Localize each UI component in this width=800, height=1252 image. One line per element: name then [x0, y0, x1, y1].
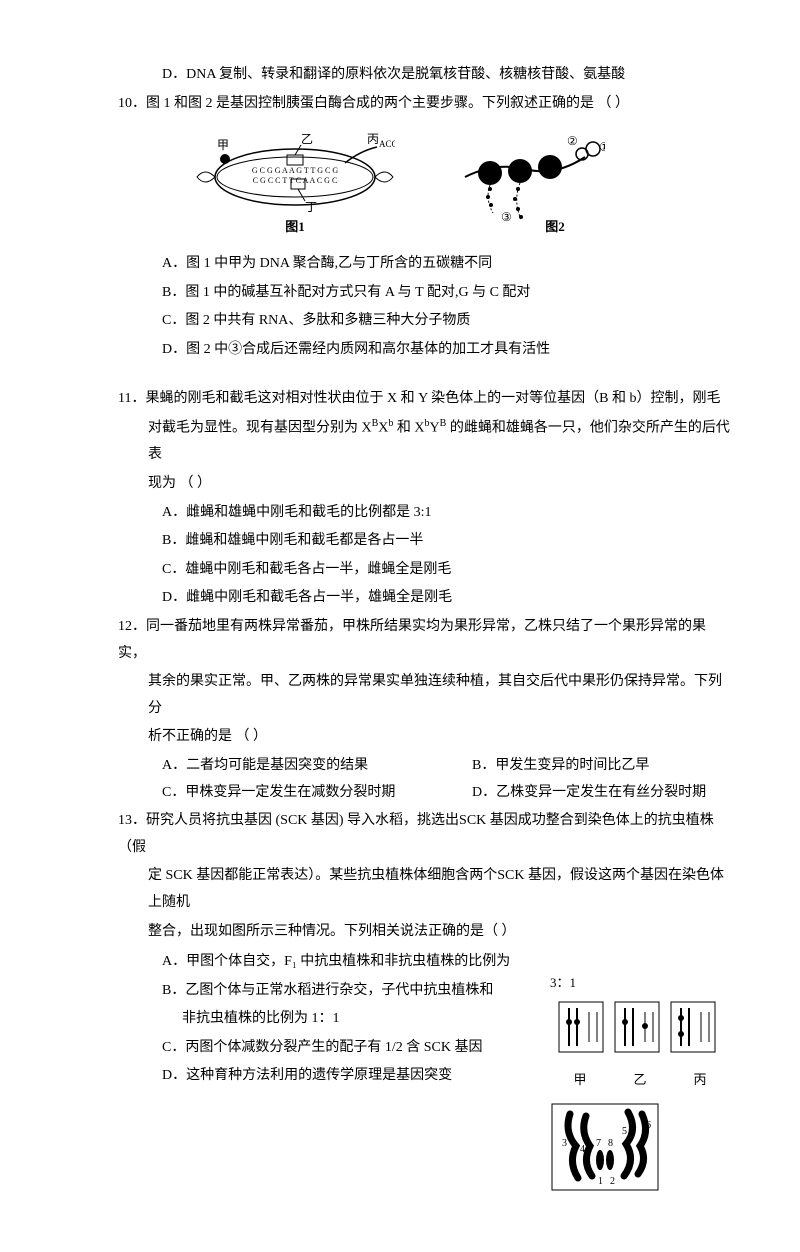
q11-stem-l1: 11．果蝇的刚毛和截毛这对相对性状由位于 X 和 Y 染色体上的一对等位基因（B… — [70, 386, 730, 413]
svg-text:2: 2 — [610, 1176, 615, 1187]
svg-text:②: ② — [567, 134, 578, 148]
figure-1: G C G G A A G T T G C G C G C C T T C A … — [195, 127, 395, 237]
q13-opt-c: C．丙图个体减数分裂产生的配子有 1/2 含 SCK 基因 — [70, 1035, 550, 1062]
q13-opt-d: D．这种育种方法利用的遗传学原理是基因突变 — [70, 1063, 550, 1090]
q11-opt-a: A．雌蝇和雄蝇中刚毛和截毛的比例都是 3:1 — [70, 500, 730, 527]
q11-opt-d: D．雌蝇中刚毛和截毛各占一半，雄蝇全是刚毛 — [70, 585, 730, 612]
svg-text:丁: 丁 — [305, 200, 317, 214]
svg-text:甲: 甲 — [217, 138, 229, 152]
q12-opt-d: D．乙株变异一定发生在有丝分裂时期 — [472, 780, 706, 807]
q12-opt-b: B．甲发生变异的时间比乙早 — [472, 753, 649, 780]
svg-text:4: 4 — [580, 1144, 585, 1155]
q13-figure: 3：1 甲 — [550, 947, 730, 1092]
svg-text:乙: 乙 — [301, 132, 313, 146]
svg-text:图2: 图2 — [545, 219, 565, 234]
q11-stem-l3: 现为 （ ） — [70, 471, 730, 498]
q13-stem-l1: 13．研究人员将抗虫基因 (SCK 基因) 导入水稻，挑选出SCK 基因成功整合… — [70, 808, 730, 861]
svg-text:③: ③ — [501, 210, 512, 224]
q13-opt-a: A．甲图个体自交，F₁ 中抗虫植株和非抗虫植株的比例为 — [70, 949, 550, 976]
svg-text:8: 8 — [608, 1138, 613, 1149]
svg-text:图1: 图1 — [285, 219, 305, 234]
svg-text:丙: 丙 — [367, 132, 379, 146]
q10-opt-c: C．图 2 中共有 RNA、多肽和多糖三种大分子物质 — [70, 308, 730, 335]
figure-2: ① ② ③ 图2 — [455, 127, 605, 237]
q12-opt-c: C．甲株变异一定发生在减数分裂时期 — [162, 780, 472, 807]
q12-opts-row2: C．甲株变异一定发生在减数分裂时期 D．乙株变异一定发生在有丝分裂时期 — [70, 780, 730, 807]
svg-text:6: 6 — [646, 1120, 651, 1131]
chromosome-figure: 3 4 7 8 5 6 1 2 — [70, 1102, 730, 1192]
q12-opt-a: A．二者均可能是基因突变的结果 — [162, 753, 472, 780]
q13-stem-l2: 定 SCK 基因都能正常表达）。某些抗虫植株体细胞含两个SCK 基因，假设这两个… — [70, 863, 730, 916]
q11-opt-b: B．雌蝇和雄蝇中刚毛和截毛都是各占一半 — [70, 528, 730, 555]
svg-text:1: 1 — [598, 1176, 603, 1187]
q10-opt-a: A．图 1 中甲为 DNA 聚合酶,乙与丁所含的五碳糖不同 — [70, 251, 730, 278]
q9-opt-d: D．DNA 复制、转录和翻译的原料依次是脱氧核苷酸、核糖核苷酸、氨基酸 — [70, 62, 730, 89]
q12-stem-l1: 12．同一番茄地里有两株异常番茄，甲株所结果实均为果形异常，乙株只结了一个果形异… — [70, 614, 730, 667]
q10-opt-d: D．图 2 中③合成后还需经内质网和高尔基体的加工才具有活性 — [70, 337, 730, 364]
q12-stem-l3: 析不正确的是 （ ） — [70, 724, 730, 751]
q12-stem-l2: 其余的果实正常。甲、乙两株的异常果实单独连续种植，其自交后代中果形仍保持异常。下… — [70, 669, 730, 722]
q13-opt-b2: 非抗虫植株的比例为 1：1 — [70, 1006, 550, 1033]
svg-text:7: 7 — [596, 1138, 601, 1149]
q13-opt-b1: B．乙图个体与正常水稻进行杂交，子代中抗虫植株和 — [70, 978, 550, 1005]
svg-text:C G C C T T C A A C G C: C G C C T T C A A C G C — [253, 176, 338, 185]
svg-text:G C G G A A G T T G C G: G C G G A A G T T G C G — [252, 166, 339, 175]
svg-text:①: ① — [599, 140, 605, 154]
q12-opts-row1: A．二者均可能是基因突变的结果 B．甲发生变异的时间比乙早 — [70, 753, 730, 780]
svg-text:3: 3 — [562, 1138, 567, 1149]
q11-opt-c: C．雄蝇中刚毛和截毛各占一半，雌蝇全是刚毛 — [70, 557, 730, 584]
q10-opt-b: B．图 1 中的碱基互补配对方式只有 A 与 T 配对,G 与 C 配对 — [70, 280, 730, 307]
q10-stem: 10．图 1 和图 2 是基因控制胰蛋白酶合成的两个主要步骤。下列叙述正确的是 … — [70, 91, 730, 118]
q13-stem-l3: 整合，出现如图所示三种情况。下列相关说法正确的是（ ） — [70, 919, 730, 946]
q11-stem-l2: 对截毛为显性。现有基因型分别为 XBXb 和 XbYB 的雌蝇和雄蝇各一只，他们… — [70, 414, 730, 469]
svg-text:ACGCU: ACGCU — [379, 139, 395, 149]
q10-figures: G C G G A A G T T G C G C G C C T T C A … — [70, 127, 730, 237]
